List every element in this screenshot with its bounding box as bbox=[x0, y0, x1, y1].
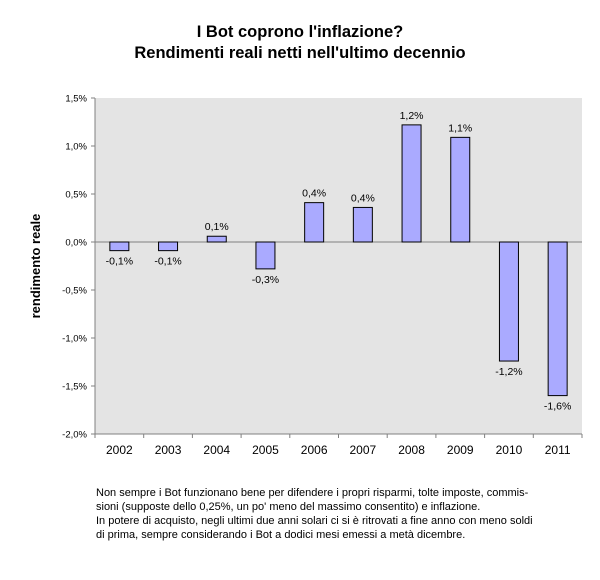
chart-title-block: I Bot coprono l'inflazione? Rendimenti r… bbox=[0, 22, 600, 64]
data-label: -0,3% bbox=[252, 274, 279, 286]
y-tick-label: 0,5% bbox=[65, 190, 87, 201]
bar-2004 bbox=[206, 235, 227, 243]
data-label: 0,4% bbox=[351, 192, 375, 204]
bars bbox=[109, 124, 568, 397]
y-axis-title: rendimento reale bbox=[28, 214, 43, 319]
y-axis: 1,5% 1,0% 0,5% 0,0% -0,5% -1,0% -1,5% -2,0% bbox=[62, 94, 96, 441]
x-tick-label: 2004 bbox=[203, 443, 230, 457]
x-tick-label: 2005 bbox=[252, 443, 279, 457]
y-tick-label: 0,0% bbox=[65, 238, 87, 249]
caption-line: di prima, sempre considerando i Bot a do… bbox=[96, 529, 466, 541]
data-label: 1,2% bbox=[400, 110, 424, 122]
data-label: -1,6% bbox=[544, 401, 571, 413]
x-tick-label: 2008 bbox=[398, 443, 425, 457]
x-tick-label: 2009 bbox=[447, 443, 474, 457]
x-tick-label: 2003 bbox=[155, 443, 182, 457]
data-label: 1,1% bbox=[448, 122, 472, 134]
bar-2005 bbox=[255, 241, 276, 270]
caption-line: Non sempre i Bot funzionano bene per dif… bbox=[96, 487, 529, 499]
bar-2007 bbox=[352, 206, 373, 243]
y-tick-label: -2,0% bbox=[62, 430, 87, 441]
y-tick-label: -1,5% bbox=[62, 382, 87, 393]
caption-line: sioni (supposte dello 0,25%, un po' meno… bbox=[96, 501, 481, 513]
x-tick-label: 2010 bbox=[496, 443, 523, 457]
y-tick-label: -0,5% bbox=[62, 286, 87, 297]
x-tick-label: 2007 bbox=[349, 443, 376, 457]
data-label: -1,2% bbox=[495, 366, 522, 378]
x-tick-label: 2006 bbox=[301, 443, 328, 457]
y-tick-label: 1,0% bbox=[65, 142, 87, 153]
bar-2006 bbox=[304, 202, 325, 243]
bar-2003 bbox=[158, 241, 179, 252]
data-label: -0,1% bbox=[154, 256, 181, 268]
data-label: 0,4% bbox=[302, 188, 326, 200]
bar-2002 bbox=[109, 241, 130, 252]
bar-2010 bbox=[498, 241, 519, 362]
bar-2009 bbox=[450, 136, 471, 243]
chart-subtitle: Rendimenti reali netti nell'ultimo decen… bbox=[134, 44, 466, 62]
bar-2008 bbox=[401, 124, 422, 243]
bar-2011 bbox=[547, 241, 568, 397]
data-labels: -0,1% -0,1% 0,1% -0,3% 0,4% 0,4% 1,2% 1,1% -1,2%… bbox=[106, 110, 572, 413]
data-label: 0,1% bbox=[205, 221, 229, 233]
chart-title: I Bot coprono l'inflazione? bbox=[196, 23, 404, 41]
y-tick-label: 1,5% bbox=[65, 94, 87, 105]
x-axis: 2002 2003 2004 2005 2006 2007 2008 2009 2010 2011 bbox=[94, 241, 583, 457]
caption-line: In potere di acquisto, negli ultimi due … bbox=[96, 515, 533, 527]
y-tick-label: -1,0% bbox=[62, 334, 87, 345]
data-label: -0,1% bbox=[106, 256, 133, 268]
caption: Non sempre i Bot funzionano bene per dif… bbox=[96, 486, 586, 542]
bar-chart: 1,5% 1,0% 0,5% 0,0% -0,5% -1,0% -1,5% -2,0% 200… bbox=[28, 94, 583, 457]
x-tick-label: 2002 bbox=[106, 443, 133, 457]
x-tick-label: 2011 bbox=[545, 443, 571, 457]
